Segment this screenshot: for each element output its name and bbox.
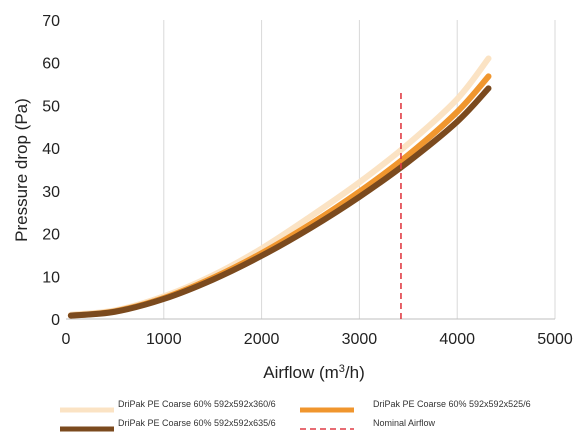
legend-label: DriPak PE Coarse 60% 592x592x360/6	[118, 399, 276, 409]
legend-label: Nominal Airflow	[373, 418, 436, 428]
series-525-line	[67, 73, 492, 319]
y-tick-label: 40	[42, 141, 60, 158]
x-tick-labels: 0 1000 2000 3000 4000 5000	[62, 331, 573, 348]
x-tick-label: 2000	[244, 331, 280, 348]
y-tick-label: 70	[42, 13, 60, 30]
legend-label: DriPak PE Coarse 60% 592x592x635/6	[118, 418, 276, 428]
x-axis-label: Airflow (m3/h)	[263, 363, 365, 382]
legend: DriPak PE Coarse 60% 592x592x360/6 DriPak…	[60, 399, 531, 432]
x-tick-label: 1000	[146, 331, 182, 348]
y-axis-label: Pressure drop (Pa)	[12, 98, 31, 242]
y-tick-labels: 0 10 20 30 40 50 60 70	[42, 13, 60, 329]
x-tick-label: 0	[62, 331, 71, 348]
x-tick-label: 3000	[342, 331, 378, 348]
y-tick-label: 30	[42, 184, 60, 201]
series-layer	[67, 55, 492, 319]
x-tick-label: 5000	[537, 331, 573, 348]
y-tick-label: 60	[42, 56, 60, 73]
vertical-gridlines	[163, 20, 556, 319]
x-tick-label: 4000	[439, 331, 475, 348]
y-tick-label: 20	[42, 227, 60, 244]
y-tick-label: 0	[51, 312, 60, 329]
series-635-line	[67, 85, 492, 319]
y-tick-label: 50	[42, 98, 60, 115]
legend-item: Nominal Airflow	[300, 418, 436, 430]
legend-item: DriPak PE Coarse 60% 592x592x525/6	[300, 399, 531, 413]
series-360-line	[67, 55, 492, 318]
legend-label: DriPak PE Coarse 60% 592x592x525/6	[373, 399, 531, 409]
legend-item: DriPak PE Coarse 60% 592x592x635/6	[60, 418, 276, 432]
y-tick-label: 10	[42, 269, 60, 286]
legend-item: DriPak PE Coarse 60% 592x592x360/6	[60, 399, 276, 413]
